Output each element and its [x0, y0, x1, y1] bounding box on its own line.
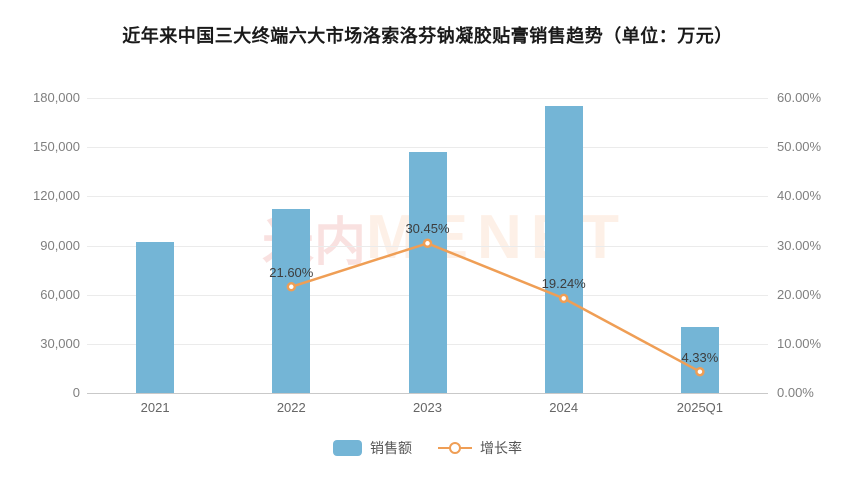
left-axis-tick: 90,000: [40, 237, 80, 253]
bar-swatch-icon: [333, 440, 362, 456]
legend-label-sales: 销售额: [370, 440, 412, 456]
bar-2025Q1[interactable]: [680, 327, 719, 393]
growth-line-path: [290, 241, 701, 373]
growth-point-2022[interactable]: [286, 282, 297, 292]
left-axis-tick: 0: [72, 385, 80, 400]
x-axis-label-2024: 2024: [549, 400, 579, 415]
x-axis-line: [87, 393, 768, 394]
growth-label-2023: 30.45%: [405, 221, 450, 237]
growth-point-2023[interactable]: [422, 238, 433, 249]
x-axis-label-2021: 2021: [140, 400, 170, 415]
gridline: [87, 98, 768, 99]
growth-label-2022: 21.60%: [269, 264, 314, 280]
x-axis-label-2025Q1: 2025Q1: [676, 400, 724, 415]
x-axis-label-2023: 2023: [413, 400, 442, 415]
growth-rate-line: [286, 238, 705, 377]
growth-point-2024[interactable]: [558, 293, 569, 304]
right-axis-tick: 60.00%: [777, 90, 822, 105]
right-axis-tick: 50.00%: [777, 139, 822, 155]
legend-label-growth: 增长率: [480, 440, 522, 456]
right-axis-tick: 30.00%: [777, 237, 822, 253]
legend-item-growth[interactable]: 增长率: [438, 438, 522, 458]
line-marker-icon: [438, 441, 472, 455]
right-axis-tick: 20.00%: [777, 286, 822, 302]
bar-2021[interactable]: [136, 242, 175, 393]
growth-point-2025Q1[interactable]: [695, 366, 705, 377]
growth-label-2024: 19.24%: [541, 276, 586, 292]
bar-2024[interactable]: [544, 106, 583, 393]
bar-2022[interactable]: [272, 209, 311, 393]
plot-area[interactable]: 21.60% 30.45% 19.24% 4.33%: [87, 98, 768, 394]
right-axis-tick: 0.00%: [777, 385, 814, 400]
left-axis-tick: 150,000: [33, 139, 80, 155]
left-axis-tick: 30,000: [40, 335, 80, 351]
right-axis-tick: 10.00%: [777, 335, 822, 351]
legend: 销售额 增长率: [0, 438, 855, 458]
x-axis-label-2022: 2022: [276, 400, 306, 415]
right-axis-tick: 40.00%: [777, 188, 822, 204]
left-axis-tick: 180,000: [33, 90, 80, 105]
left-axis-tick: 60,000: [40, 286, 80, 302]
growth-label-2025Q1: 4.33%: [681, 349, 719, 365]
chart-title: 近年来中国三大终端六大市场洛索洛芬钠凝胶贴膏销售趋势（单位：万元）: [122, 26, 733, 46]
bar-2023[interactable]: [408, 152, 447, 393]
left-axis-tick: 120,000: [33, 188, 80, 204]
line-marker-circle-icon: [449, 442, 461, 454]
legend-item-sales[interactable]: 销售额: [333, 438, 412, 458]
gridline: [87, 147, 768, 149]
